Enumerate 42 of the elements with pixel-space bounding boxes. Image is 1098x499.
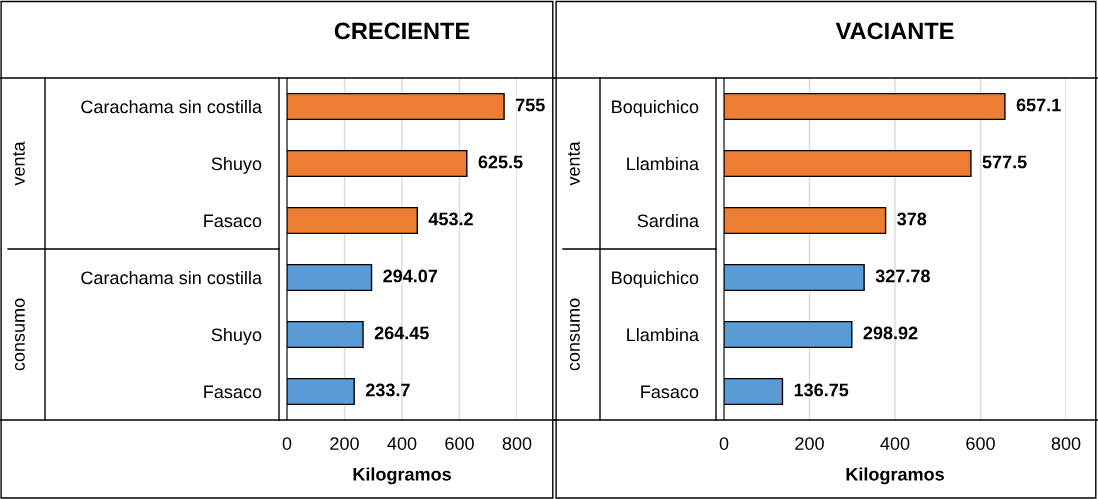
data-label: 298.92 (863, 326, 918, 340)
y-tick-label: Llambina (627, 156, 699, 171)
y-tick-label: Fasaco (204, 385, 262, 399)
x-tick-label: 200 (330, 437, 359, 450)
x-tick-label: 200 (795, 437, 824, 450)
text: venta (568, 141, 580, 186)
data-label: 625.5 (478, 155, 523, 169)
data-label: 136.75 (794, 383, 849, 397)
y-tick-label: Sardina (637, 213, 699, 228)
y-tick-label: Fasaco (204, 214, 262, 228)
chart-title: CRECIENTE (334, 22, 470, 40)
data-label: 327.78 (875, 269, 930, 283)
data-label: 378 (897, 212, 927, 226)
text: venta (13, 141, 25, 186)
y-tick-label: Boquichico (612, 270, 699, 288)
x-tick-label: 0 (719, 437, 729, 450)
text: consumo (569, 298, 580, 371)
y-tick-label: Shuyo (211, 156, 262, 174)
x-tick-label: 400 (387, 437, 417, 450)
data-label: 657.1 (1016, 98, 1061, 112)
x-tick-label: 600 (966, 437, 995, 450)
data-label: 577.5 (982, 155, 1027, 169)
data-label: 453.2 (428, 212, 473, 226)
y-tick-label: Shuyo (211, 327, 262, 345)
x-tick-label: 800 (502, 437, 532, 450)
y-tick-label: Carachama sin costilla (81, 270, 263, 285)
x-tick-label: 0 (282, 437, 292, 450)
x-axis-title: Kilogramos (353, 467, 451, 485)
text: consumo (14, 298, 25, 371)
x-tick-label: 600 (445, 437, 474, 450)
y-tick-label: Boquichico (612, 99, 699, 117)
y-tick-label: Fasaco (641, 385, 699, 399)
y-tick-label: Carachama sin costilla (81, 99, 263, 114)
data-label: 264.45 (374, 326, 429, 340)
data-label: 294.07 (383, 269, 438, 283)
x-tick-label: 800 (1051, 437, 1081, 450)
x-axis-title: Kilogramos (846, 467, 944, 485)
x-tick-label: 400 (880, 437, 910, 450)
data-label: 755 (515, 98, 545, 112)
chart-title: VACIANTE (835, 22, 954, 40)
y-tick-label: Llambina (627, 327, 699, 342)
data-label: 233.7 (365, 383, 410, 397)
